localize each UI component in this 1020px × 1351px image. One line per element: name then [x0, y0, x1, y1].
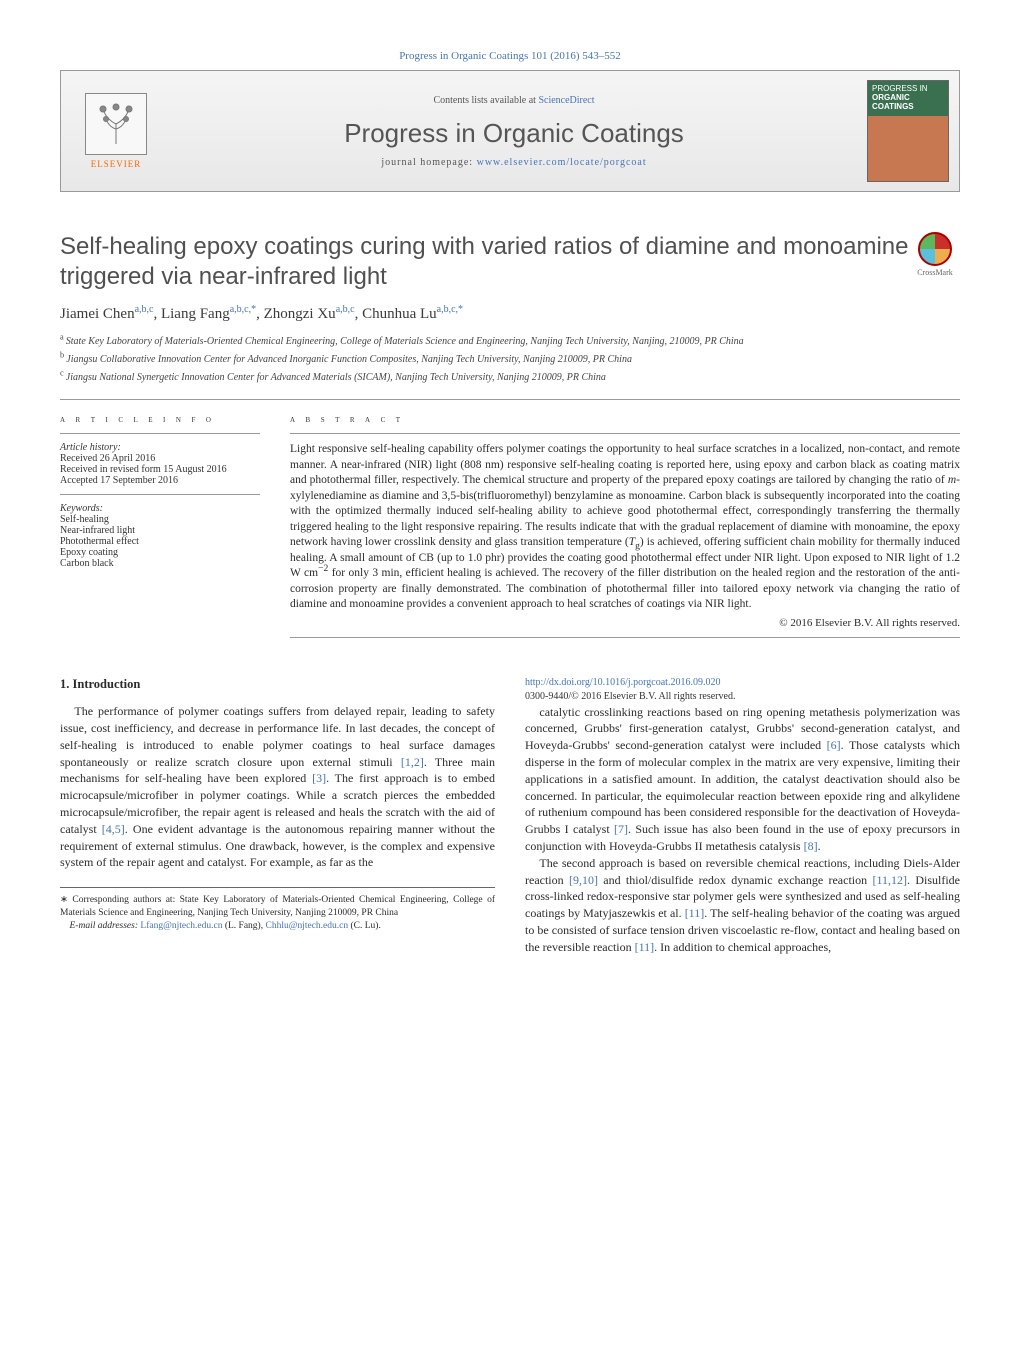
affiliation-line: c Jiangsu National Synergetic Innovation…	[60, 371, 960, 385]
citation-ref[interactable]: [9,10]	[569, 873, 598, 887]
journal-cover-thumbnail[interactable]: PROGRESS IN ORGANICCOATINGS	[867, 80, 949, 182]
article-title: Self-healing epoxy coatings curing with …	[60, 232, 910, 292]
citation-ref[interactable]: [11]	[685, 906, 705, 920]
abstract-block: a b s t r a c t Light responsive self-he…	[290, 414, 960, 646]
journal-homepage-line: journal homepage: www.elsevier.com/locat…	[161, 157, 867, 168]
citation-ref[interactable]: [4,5]	[102, 822, 125, 836]
publisher-name: ELSEVIER	[91, 159, 142, 169]
abstract-heading: a b s t r a c t	[290, 414, 960, 425]
keyword-item: Self-healing	[60, 514, 260, 525]
article-history-label: Article history:	[60, 442, 260, 453]
body-columns: 1. Introduction The performance of polym…	[60, 676, 960, 956]
author-affiliation-sup: a,b,c	[135, 304, 154, 315]
crossmark-icon	[918, 232, 952, 266]
citation-ref[interactable]: [6]	[827, 738, 841, 752]
journal-homepage-link[interactable]: www.elsevier.com/locate/porgcoat	[477, 157, 647, 168]
author-affiliation-sup: a,b,c,*	[230, 304, 256, 315]
citation-ref[interactable]: [1,2]	[401, 755, 424, 769]
keyword-item: Near-infrared light	[60, 525, 260, 536]
email2-who: (C. Lu).	[348, 921, 381, 931]
intro-paragraph: The performance of polymer coatings suff…	[60, 703, 495, 871]
article-info-heading: a r t i c l e i n f o	[60, 414, 260, 425]
author-name: Chunhua Lu	[362, 306, 437, 322]
received-date: Received 26 April 2016	[60, 453, 260, 464]
author-email-1[interactable]: Lfang@njtech.edu.cn	[140, 921, 222, 931]
affiliation-line: b Jiangsu Collaborative Innovation Cente…	[60, 353, 960, 367]
intro-paragraph: catalytic crosslinking reactions based o…	[525, 704, 960, 855]
abstract-text: Light responsive self-healing capability…	[290, 442, 960, 613]
citation-ref[interactable]: [11,12]	[872, 873, 907, 887]
crossmark-label: CrossMark	[917, 268, 953, 277]
journal-cover-text: PROGRESS IN ORGANICCOATINGS	[872, 85, 944, 111]
email-label: E-mail addresses:	[70, 921, 141, 931]
journal-banner: ELSEVIER Contents lists available at Sci…	[60, 70, 960, 192]
affiliation-line: a State Key Laboratory of Materials-Orie…	[60, 335, 960, 349]
divider	[60, 399, 960, 400]
contents-prefix: Contents lists available at	[433, 95, 538, 106]
article-info-block: a r t i c l e i n f o Article history: R…	[60, 414, 260, 646]
homepage-prefix: journal homepage:	[381, 157, 476, 168]
author-name: Zhongzi Xu	[264, 306, 336, 322]
author-name: Jiamei Chen	[60, 306, 135, 322]
intro-paragraph: The second approach is based on reversib…	[525, 855, 960, 956]
citation-ref[interactable]: [7]	[614, 822, 628, 836]
elsevier-tree-icon	[85, 93, 147, 155]
section-heading-introduction: 1. Introduction	[60, 676, 495, 694]
keyword-item: Photothermal effect	[60, 536, 260, 547]
corresponding-text: Corresponding authors at: State Key Labo…	[60, 895, 495, 918]
accepted-date: Accepted 17 September 2016	[60, 475, 260, 486]
email1-who: (L. Fang),	[222, 921, 265, 931]
corresponding-footnote: ∗ Corresponding authors at: State Key La…	[60, 887, 495, 932]
citation-header: Progress in Organic Coatings 101 (2016) …	[60, 50, 960, 62]
crossmark-badge[interactable]: CrossMark	[910, 232, 960, 277]
abstract-copyright: © 2016 Elsevier B.V. All rights reserved…	[290, 617, 960, 629]
doi-link[interactable]: http://dx.doi.org/10.1016/j.porgcoat.201…	[525, 676, 960, 690]
author-affiliation-sup: a,b,c	[336, 304, 355, 315]
sciencedirect-link[interactable]: ScienceDirect	[538, 95, 594, 106]
journal-title: Progress in Organic Coatings	[161, 118, 867, 149]
keyword-item: Epoxy coating	[60, 547, 260, 558]
citation-ref[interactable]: [8]	[804, 839, 818, 853]
contents-lists-line: Contents lists available at ScienceDirec…	[161, 95, 867, 106]
keywords-label: Keywords:	[60, 503, 260, 514]
author-email-2[interactable]: Chhlu@njtech.edu.cn	[265, 921, 348, 931]
author-affiliation-sup: a,b,c,*	[437, 304, 463, 315]
citation-ref[interactable]: [3]	[312, 771, 326, 785]
citation-ref[interactable]: [11]	[635, 940, 655, 954]
author-list: Jiamei Chena,b,c, Liang Fanga,b,c,*, Zho…	[60, 306, 960, 323]
keyword-item: Carbon black	[60, 558, 260, 569]
publisher-logo[interactable]: ELSEVIER	[71, 81, 161, 181]
author-name: Liang Fang	[161, 306, 230, 322]
issn-copyright-line: 0300-9440/© 2016 Elsevier B.V. All right…	[525, 690, 960, 704]
revised-date: Received in revised form 15 August 2016	[60, 464, 260, 475]
